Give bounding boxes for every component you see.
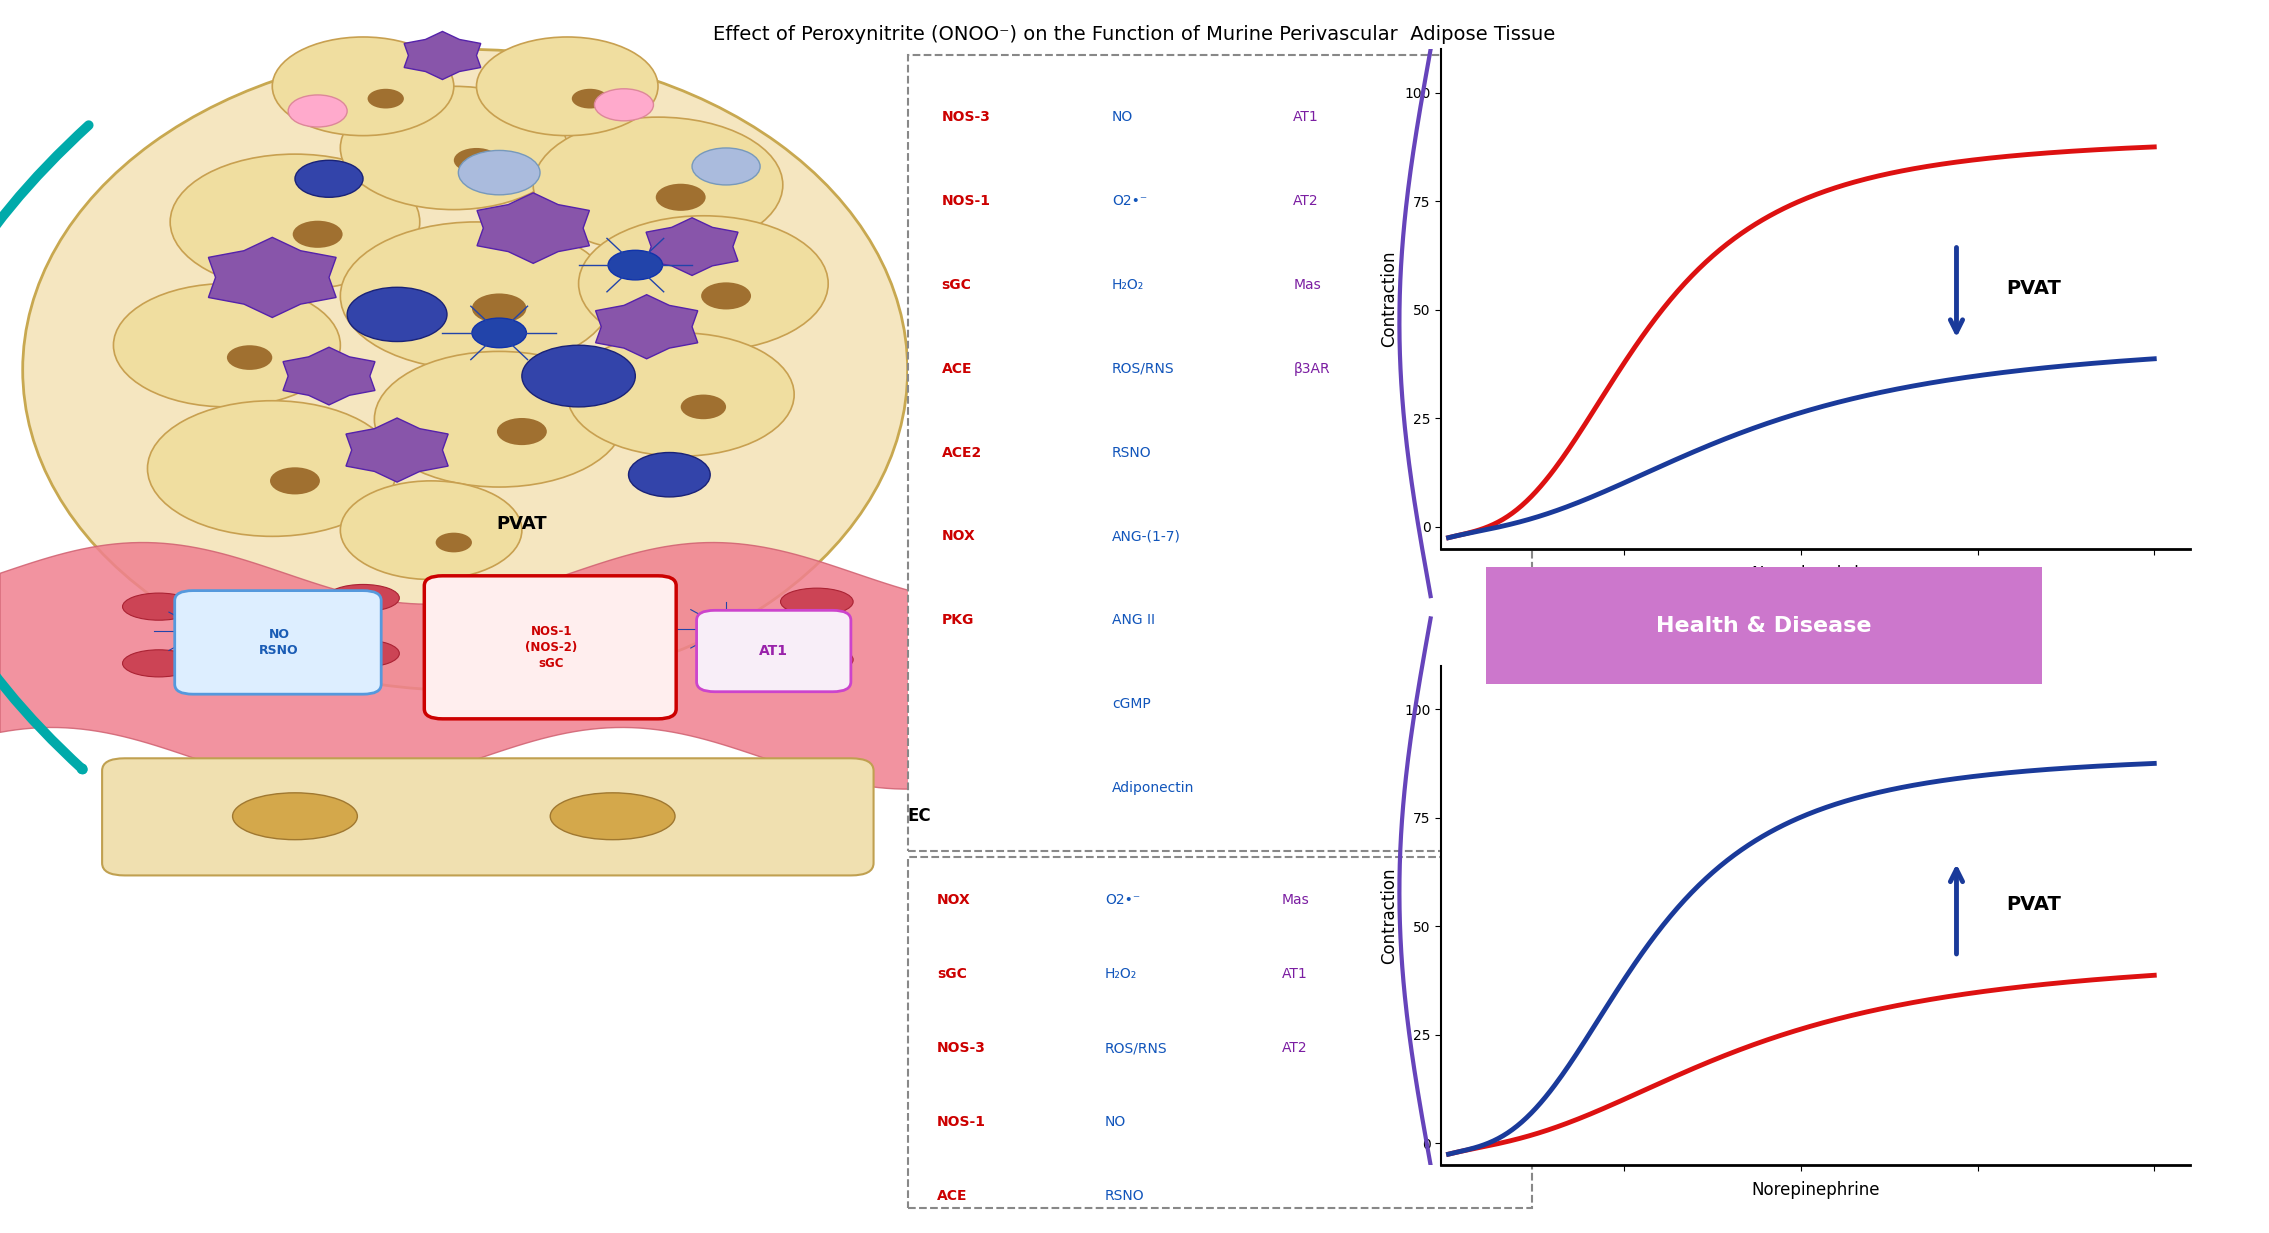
Text: NOX: NOX (942, 529, 976, 544)
Circle shape (472, 293, 526, 323)
Text: NOS-3: NOS-3 (937, 1041, 987, 1055)
Y-axis label: Contraction: Contraction (1380, 867, 1398, 964)
Text: ACE: ACE (937, 1189, 967, 1203)
Text: cGMP: cGMP (1112, 697, 1150, 711)
Circle shape (472, 318, 526, 348)
Circle shape (572, 89, 608, 109)
Circle shape (703, 616, 749, 641)
Ellipse shape (549, 793, 676, 840)
Circle shape (368, 89, 404, 109)
Text: Mas: Mas (1293, 277, 1321, 292)
Circle shape (147, 401, 397, 536)
Ellipse shape (23, 49, 908, 690)
Ellipse shape (234, 793, 359, 840)
Circle shape (594, 89, 653, 121)
FancyArrowPatch shape (1402, 224, 1529, 708)
Polygon shape (647, 218, 737, 275)
Circle shape (629, 453, 710, 497)
Text: PVAT: PVAT (2006, 279, 2060, 297)
Text: NO
RSNO: NO RSNO (259, 628, 300, 657)
Circle shape (608, 250, 663, 280)
FancyBboxPatch shape (102, 758, 874, 875)
FancyBboxPatch shape (175, 591, 381, 694)
Text: Mas: Mas (1282, 893, 1309, 907)
Circle shape (533, 117, 783, 253)
Polygon shape (345, 418, 449, 482)
Text: EC: EC (908, 808, 930, 825)
Text: ROS/RNS: ROS/RNS (1112, 361, 1175, 376)
Text: SMC: SMC (1634, 583, 1675, 600)
Circle shape (692, 148, 760, 185)
Text: ROS/RNS: ROS/RNS (1105, 1041, 1169, 1055)
FancyArrowPatch shape (1459, 729, 1495, 861)
Text: NOS-1
(NOS-2)
sGC: NOS-1 (NOS-2) sGC (524, 625, 579, 670)
Circle shape (340, 222, 613, 370)
Circle shape (340, 481, 522, 580)
Circle shape (270, 467, 320, 494)
Text: AT1: AT1 (760, 644, 787, 658)
FancyBboxPatch shape (1459, 561, 2069, 690)
Text: Health & Disease: Health & Disease (1656, 615, 1872, 636)
Circle shape (681, 395, 726, 419)
Text: PVAT: PVAT (2006, 895, 2060, 914)
Text: ANG II: ANG II (1112, 613, 1155, 628)
Text: NOS-3: NOS-3 (942, 110, 992, 125)
X-axis label: Norepinephrine: Norepinephrine (1752, 1181, 1879, 1200)
Text: PVAT: PVAT (497, 515, 547, 533)
Text: sGC: sGC (937, 967, 967, 981)
Circle shape (567, 333, 794, 456)
Circle shape (293, 221, 343, 248)
Circle shape (295, 160, 363, 197)
Text: O2•⁻: O2•⁻ (1105, 893, 1141, 907)
Text: H₂O₂: H₂O₂ (1112, 277, 1144, 292)
Polygon shape (0, 543, 1634, 789)
Text: ANG-(1-7): ANG-(1-7) (1112, 529, 1180, 544)
Ellipse shape (531, 658, 604, 686)
Text: RSNO: RSNO (1112, 445, 1150, 460)
Y-axis label: Contraction: Contraction (1380, 250, 1398, 348)
Ellipse shape (781, 588, 853, 615)
Circle shape (113, 284, 340, 407)
Polygon shape (284, 348, 374, 404)
Circle shape (497, 418, 547, 445)
Circle shape (340, 86, 567, 210)
Circle shape (272, 37, 454, 136)
FancyArrowPatch shape (0, 126, 88, 769)
Text: Effect of Peroxynitrite (ONOO⁻) on the Function of Murine Perivascular  Adipose : Effect of Peroxynitrite (ONOO⁻) on the F… (712, 25, 1557, 43)
Circle shape (579, 216, 828, 351)
FancyBboxPatch shape (424, 576, 676, 719)
FancyBboxPatch shape (908, 857, 1532, 1208)
Text: ACE: ACE (942, 361, 971, 376)
Ellipse shape (781, 646, 853, 673)
Ellipse shape (327, 640, 399, 667)
Text: AT1: AT1 (1293, 110, 1318, 125)
Circle shape (454, 148, 499, 173)
Text: PKG: PKG (942, 613, 973, 628)
Text: NOS-1: NOS-1 (937, 1115, 987, 1129)
Circle shape (170, 154, 420, 290)
Polygon shape (209, 237, 336, 317)
Text: NO: NO (1112, 110, 1132, 125)
Text: AT2: AT2 (1282, 1041, 1307, 1055)
Text: sGC: sGC (942, 277, 971, 292)
Polygon shape (594, 295, 699, 359)
Text: O2•⁻: O2•⁻ (1112, 194, 1148, 208)
Circle shape (288, 95, 347, 127)
Text: β3AR: β3AR (1293, 361, 1330, 376)
Ellipse shape (123, 593, 195, 620)
Polygon shape (476, 192, 590, 264)
FancyBboxPatch shape (697, 610, 851, 692)
Circle shape (436, 533, 472, 552)
FancyBboxPatch shape (908, 55, 1532, 851)
Circle shape (522, 345, 635, 407)
Polygon shape (404, 32, 481, 79)
Ellipse shape (531, 597, 604, 624)
Text: NO: NO (1105, 1115, 1125, 1129)
Text: AT1: AT1 (1282, 967, 1307, 981)
Ellipse shape (327, 584, 399, 612)
Text: RSNO: RSNO (1105, 1189, 1144, 1203)
Circle shape (182, 619, 227, 644)
Text: H₂O₂: H₂O₂ (1105, 967, 1137, 981)
Circle shape (701, 282, 751, 309)
Text: Adiponectin: Adiponectin (1112, 780, 1193, 795)
